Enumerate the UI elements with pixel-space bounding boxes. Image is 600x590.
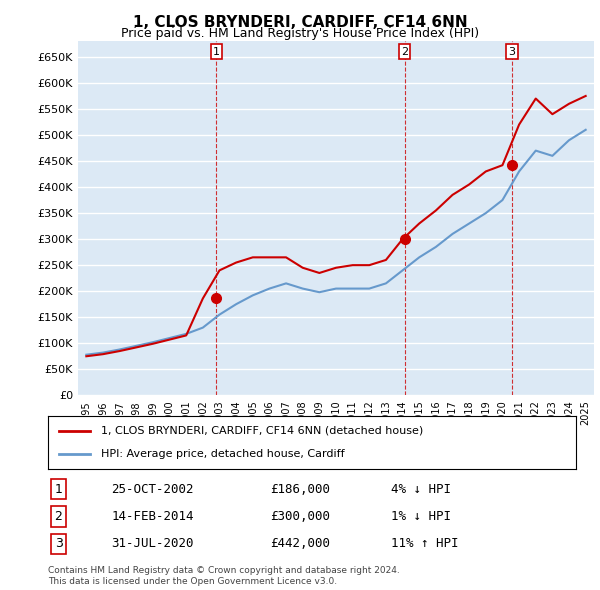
Text: 14-FEB-2014: 14-FEB-2014	[112, 510, 194, 523]
Text: 4% ↓ HPI: 4% ↓ HPI	[391, 483, 451, 496]
Text: £442,000: £442,000	[270, 537, 330, 550]
Text: £186,000: £186,000	[270, 483, 330, 496]
Text: 25-OCT-2002: 25-OCT-2002	[112, 483, 194, 496]
Text: Price paid vs. HM Land Registry's House Price Index (HPI): Price paid vs. HM Land Registry's House …	[121, 27, 479, 40]
Text: 1: 1	[213, 47, 220, 57]
Text: HPI: Average price, detached house, Cardiff: HPI: Average price, detached house, Card…	[101, 449, 344, 459]
Text: 1, CLOS BRYNDERI, CARDIFF, CF14 6NN: 1, CLOS BRYNDERI, CARDIFF, CF14 6NN	[133, 15, 467, 30]
Text: 3: 3	[509, 47, 515, 57]
Text: 31-JUL-2020: 31-JUL-2020	[112, 537, 194, 550]
Text: 11% ↑ HPI: 11% ↑ HPI	[391, 537, 459, 550]
Text: 2: 2	[55, 510, 62, 523]
Text: 1% ↓ HPI: 1% ↓ HPI	[391, 510, 451, 523]
Text: 2: 2	[401, 47, 408, 57]
Text: £300,000: £300,000	[270, 510, 330, 523]
Text: Contains HM Land Registry data © Crown copyright and database right 2024.
This d: Contains HM Land Registry data © Crown c…	[48, 566, 400, 586]
Text: 1: 1	[55, 483, 62, 496]
Text: 3: 3	[55, 537, 62, 550]
Text: 1, CLOS BRYNDERI, CARDIFF, CF14 6NN (detached house): 1, CLOS BRYNDERI, CARDIFF, CF14 6NN (det…	[101, 426, 423, 436]
